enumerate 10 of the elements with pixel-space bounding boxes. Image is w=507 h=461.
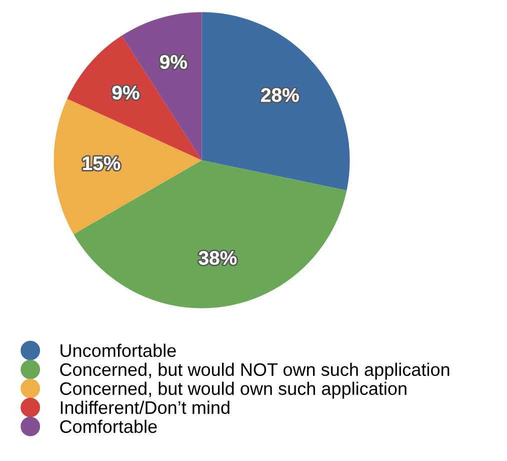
data-label: 38% (198, 251, 237, 265)
data-label: 15% (83, 156, 120, 170)
legend-label: Concerned, but would NOT own such application (60, 362, 450, 380)
data-label: 9% (160, 55, 187, 69)
legend-label: Concerned, but would own such application (60, 382, 406, 399)
legend-label: Comfortable (60, 420, 157, 434)
legend-label: Uncomfortable (60, 344, 176, 358)
data-label: 9% (112, 86, 140, 100)
data-label: 28% (261, 88, 299, 102)
legend-label: Indifferent/Don’t mind (60, 400, 230, 414)
